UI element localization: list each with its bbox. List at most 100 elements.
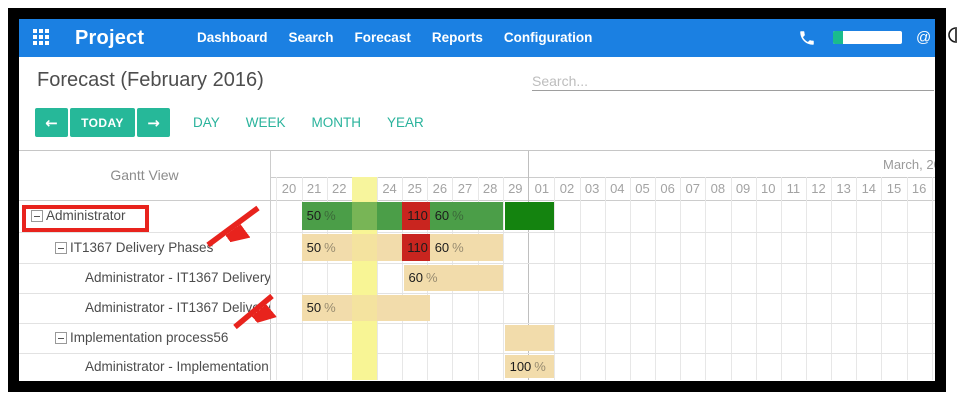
date-cell-20: 20 (281, 181, 297, 196)
collapse-toggle-icon[interactable] (55, 332, 67, 344)
grid-vline (680, 177, 682, 380)
bar-value: 60 (434, 208, 450, 223)
date-cell-11: 11 (786, 181, 801, 196)
date-row-divider (19, 200, 935, 201)
range-month[interactable]: MONTH (311, 115, 362, 130)
bar-unit: % (452, 240, 464, 255)
bar-value: 50 (306, 300, 322, 315)
bar-unit: % (425, 270, 438, 285)
tree-node-label[interactable]: IT1367 Delivery Phases (70, 240, 214, 255)
bar-unit: % (324, 208, 336, 223)
nav-item-configuration[interactable]: Configuration (503, 30, 593, 45)
date-cell-12: 12 (811, 181, 826, 196)
gantt-bar[interactable]: 100% (504, 355, 555, 378)
bar-value: 50 (306, 240, 322, 255)
date-cell-25: 25 (407, 181, 422, 196)
gantt-view-header: Gantt View (110, 167, 179, 183)
panel-separator (270, 151, 271, 380)
grid-vline (931, 177, 933, 380)
gantt-bar[interactable] (504, 325, 555, 351)
row-divider (19, 232, 935, 233)
gantt-chart: Gantt View March, 2016 92021222324252627… (19, 150, 935, 380)
range-year[interactable]: YEAR (387, 115, 424, 130)
tree-node-label[interactable]: Administrator - Implementation pr (85, 359, 270, 374)
bar-value: 60 (408, 270, 423, 285)
gantt-bar[interactable]: 50% (301, 202, 403, 230)
bar-unit: % (534, 359, 546, 374)
date-cell-06: 06 (660, 181, 675, 196)
date-cell-29: 29 (508, 181, 523, 196)
annotation-red-box (22, 205, 149, 232)
nav-item-search[interactable]: Search (288, 30, 334, 45)
gantt-bar[interactable]: 50% (301, 234, 403, 261)
date-cell-02: 02 (559, 181, 575, 196)
date-cell-09: 09 (735, 181, 751, 196)
page-title: Forecast (February 2016) (37, 69, 264, 91)
grid-vline (655, 177, 657, 380)
collapse-toggle-icon[interactable] (55, 241, 67, 254)
tree-node-label[interactable]: Implementation process56 (70, 330, 229, 345)
date-cell-partial-19: 9 (270, 177, 276, 200)
gantt-bar[interactable]: 50% (301, 295, 430, 321)
gantt-bar[interactable]: 110 (402, 234, 430, 261)
brand-logo[interactable]: Project (75, 27, 145, 49)
row-divider (19, 353, 935, 354)
grid-vline (755, 177, 757, 380)
grid-vline (402, 177, 404, 380)
bar-value: 100 (509, 359, 532, 374)
next-period-button[interactable]: → (137, 108, 170, 137)
today-button[interactable]: TODAY (70, 108, 135, 137)
row-divider (19, 263, 935, 264)
bar-unit: % (324, 300, 336, 315)
bar-value: 110 (407, 208, 428, 223)
search-input[interactable] (532, 71, 934, 91)
grid-vline (730, 177, 732, 380)
grid-vline (502, 177, 504, 380)
grid-vline (377, 177, 378, 380)
usage-progress-fill (833, 31, 843, 44)
nav-item-forecast[interactable]: Forecast (354, 30, 411, 45)
month-label: March, 2016 (883, 157, 935, 172)
grid-vline (856, 177, 858, 380)
date-cell-28: 28 (482, 181, 498, 196)
prev-period-button[interactable]: ← (35, 108, 68, 137)
grid-vline (604, 177, 606, 380)
date-cell-04: 04 (610, 181, 625, 196)
grid-vline (579, 177, 581, 380)
grid-vline (554, 177, 556, 380)
nav-item-dashboard[interactable]: Dashboard (197, 30, 268, 45)
bar-value: 50 (306, 208, 322, 223)
grid-vline (831, 177, 833, 380)
nav-item-reports[interactable]: Reports (431, 30, 483, 45)
date-cell-26: 26 (432, 181, 448, 196)
bar-value: 110 (407, 240, 428, 255)
range-day[interactable]: DAY (193, 115, 220, 130)
tree-node-label[interactable]: Administrator - IT1367 Delivery (85, 270, 270, 285)
date-cell-22: 22 (332, 181, 347, 196)
gantt-bar[interactable]: 60% (403, 265, 503, 291)
gantt-bar[interactable] (504, 202, 555, 230)
grid-vline (629, 177, 631, 380)
bar-value: 60 (434, 240, 450, 255)
usage-progress-bar (833, 31, 902, 44)
phone-icon[interactable] (798, 29, 816, 47)
row-divider (19, 323, 935, 324)
grid-vline (705, 177, 707, 380)
grid-vline (805, 177, 807, 380)
tree-node-label[interactable]: Administrator (46, 208, 126, 223)
gantt-bar[interactable]: 110 (402, 202, 430, 230)
at-symbol-icon[interactable]: @ (916, 29, 932, 46)
grid-vline (881, 177, 883, 380)
range-week[interactable]: WEEK (245, 115, 286, 130)
date-cell-14: 14 (861, 181, 877, 196)
tree-node-label[interactable]: Administrator - IT1367 Delivery (85, 300, 270, 315)
date-cell-07: 07 (685, 181, 700, 196)
collapse-toggle-icon[interactable] (31, 210, 43, 222)
range-switcher: DAY WEEK MONTH YEAR (193, 115, 424, 130)
nav-menu: Dashboard Search Forecast Reports Configurat… (197, 19, 592, 57)
month-boundary-line (527, 151, 529, 380)
gantt-bar[interactable]: 60% (429, 202, 503, 230)
apps-grid-icon[interactable] (33, 29, 51, 47)
top-navbar: Project Dashboard Search Forecast Reports Co… (19, 19, 935, 57)
gantt-bar[interactable]: 60% (429, 234, 503, 261)
